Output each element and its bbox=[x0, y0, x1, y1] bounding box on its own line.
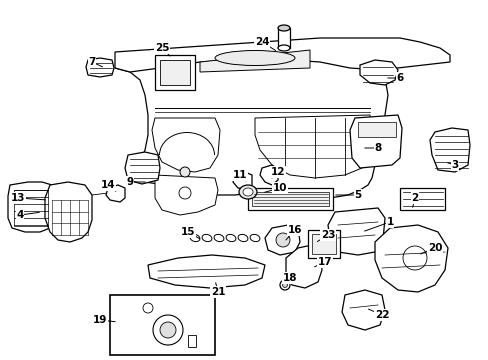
Ellipse shape bbox=[278, 45, 289, 51]
Text: 19: 19 bbox=[93, 315, 107, 325]
Bar bbox=[311, 234, 335, 254]
Polygon shape bbox=[264, 225, 299, 255]
Bar bbox=[187, 335, 196, 347]
Text: 18: 18 bbox=[282, 273, 297, 283]
Ellipse shape bbox=[202, 234, 211, 242]
Circle shape bbox=[402, 246, 426, 270]
Text: 14: 14 bbox=[101, 180, 115, 190]
Polygon shape bbox=[45, 182, 92, 242]
Text: 1: 1 bbox=[386, 217, 393, 227]
Circle shape bbox=[275, 233, 289, 247]
Text: 22: 22 bbox=[374, 310, 388, 320]
Text: 24: 24 bbox=[254, 37, 269, 47]
Text: 20: 20 bbox=[427, 243, 441, 253]
Circle shape bbox=[179, 187, 191, 199]
Text: 8: 8 bbox=[374, 143, 381, 153]
Text: 6: 6 bbox=[396, 73, 403, 83]
Polygon shape bbox=[359, 60, 397, 85]
Polygon shape bbox=[285, 245, 321, 288]
Polygon shape bbox=[8, 182, 55, 232]
Text: 11: 11 bbox=[232, 170, 247, 180]
Ellipse shape bbox=[225, 234, 235, 242]
Polygon shape bbox=[106, 185, 125, 202]
Ellipse shape bbox=[215, 50, 294, 66]
Circle shape bbox=[142, 303, 153, 313]
Bar bbox=[110, 295, 215, 355]
Text: 9: 9 bbox=[126, 177, 133, 187]
Text: 7: 7 bbox=[88, 57, 96, 67]
Polygon shape bbox=[260, 165, 278, 185]
Polygon shape bbox=[148, 255, 264, 288]
Polygon shape bbox=[349, 115, 401, 168]
Text: 10: 10 bbox=[272, 183, 286, 193]
Polygon shape bbox=[429, 128, 469, 172]
Circle shape bbox=[282, 283, 287, 288]
Bar bbox=[14, 190, 48, 226]
Ellipse shape bbox=[249, 234, 260, 242]
Polygon shape bbox=[86, 58, 114, 77]
Text: 4: 4 bbox=[16, 210, 23, 220]
Ellipse shape bbox=[239, 185, 257, 199]
Text: 21: 21 bbox=[210, 287, 225, 297]
Polygon shape bbox=[327, 208, 384, 255]
Bar bbox=[247, 188, 332, 210]
Text: 5: 5 bbox=[354, 190, 361, 200]
Polygon shape bbox=[200, 50, 309, 72]
Polygon shape bbox=[155, 175, 218, 215]
Polygon shape bbox=[374, 225, 447, 292]
Polygon shape bbox=[115, 50, 387, 198]
Ellipse shape bbox=[214, 234, 224, 242]
Text: 25: 25 bbox=[154, 43, 169, 53]
Text: 15: 15 bbox=[181, 227, 195, 237]
Polygon shape bbox=[152, 118, 220, 172]
Text: 16: 16 bbox=[287, 225, 302, 235]
Polygon shape bbox=[341, 290, 384, 330]
Text: 17: 17 bbox=[317, 257, 332, 267]
Bar bbox=[307, 230, 339, 258]
Ellipse shape bbox=[243, 188, 252, 196]
Circle shape bbox=[153, 315, 183, 345]
Circle shape bbox=[160, 322, 176, 338]
Ellipse shape bbox=[190, 234, 200, 242]
Polygon shape bbox=[232, 172, 251, 190]
Text: 12: 12 bbox=[270, 167, 285, 177]
Bar bbox=[251, 192, 328, 206]
Bar bbox=[357, 122, 395, 137]
Text: 13: 13 bbox=[11, 193, 25, 203]
Text: 23: 23 bbox=[320, 230, 335, 240]
Polygon shape bbox=[254, 115, 371, 178]
Circle shape bbox=[280, 280, 289, 290]
Bar bbox=[278, 28, 289, 48]
Polygon shape bbox=[115, 38, 449, 72]
Ellipse shape bbox=[278, 25, 289, 31]
Bar bbox=[155, 55, 195, 90]
Text: 3: 3 bbox=[450, 160, 458, 170]
Text: 2: 2 bbox=[410, 193, 418, 203]
Bar bbox=[160, 60, 190, 85]
Circle shape bbox=[180, 167, 190, 177]
Bar bbox=[399, 188, 444, 210]
Polygon shape bbox=[125, 152, 160, 184]
Ellipse shape bbox=[238, 234, 247, 242]
